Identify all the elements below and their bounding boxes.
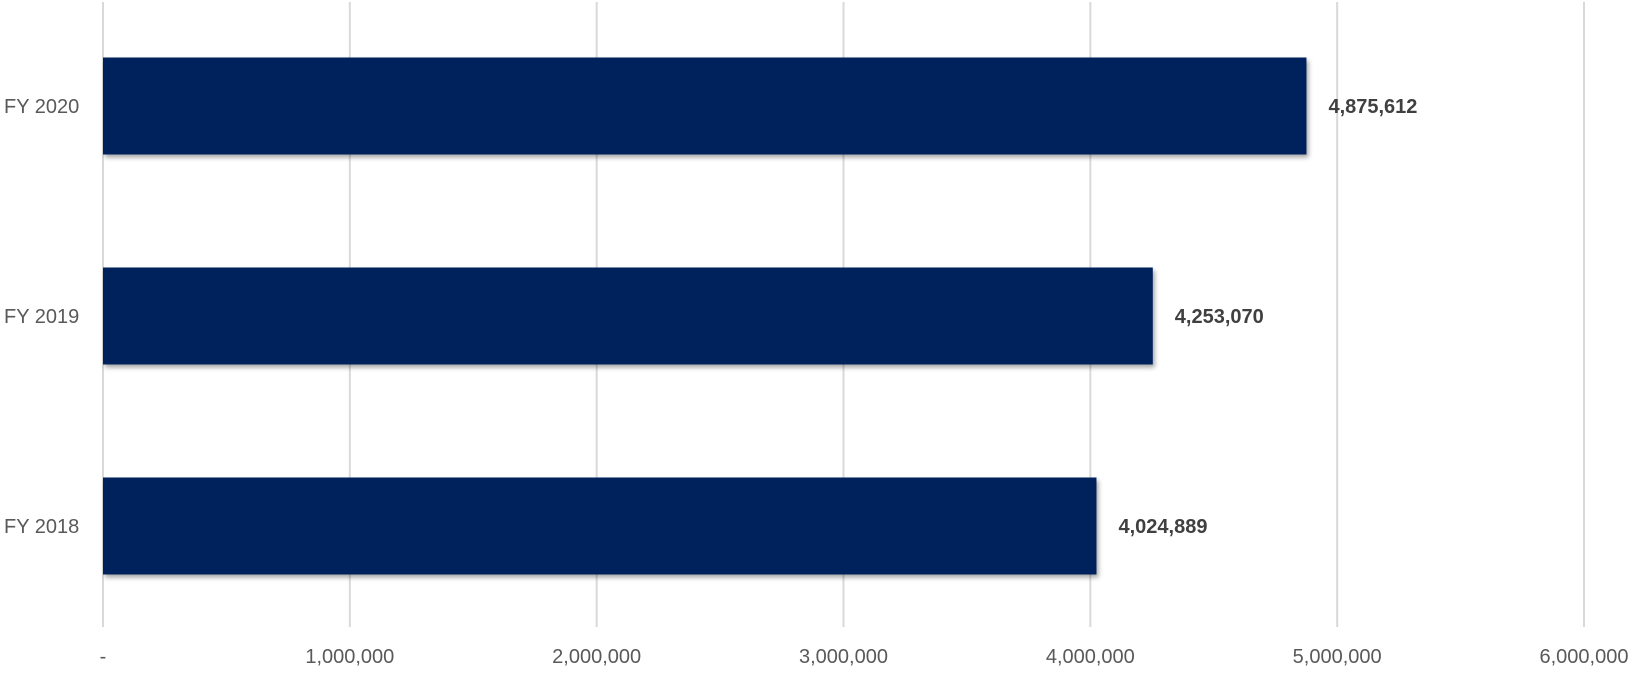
x-tick-label: -	[100, 646, 107, 668]
x-tick-label: 2,000,000	[552, 646, 641, 668]
data-label: 4,024,889	[1118, 516, 1207, 538]
x-tick-label: 5,000,000	[1293, 646, 1382, 668]
category-label: FY 2020	[4, 96, 79, 118]
category-label: FY 2018	[4, 516, 79, 538]
x-tick-label: 4,000,000	[1046, 646, 1135, 668]
data-label: 4,253,070	[1175, 306, 1264, 328]
data-label: 4,875,612	[1328, 96, 1417, 118]
bar	[103, 477, 1097, 575]
bar	[103, 267, 1153, 365]
x-tick-label: 1,000,000	[305, 646, 394, 668]
bar	[103, 57, 1307, 155]
category-label: FY 2019	[4, 306, 79, 328]
labels: - 1,000,000 2,000,000 3,000,000 4,000,000 5,0…	[4, 96, 1628, 668]
bars	[103, 57, 1307, 575]
x-tick-label: 6,000,000	[1540, 646, 1629, 668]
x-tick-label: 3,000,000	[799, 646, 888, 668]
